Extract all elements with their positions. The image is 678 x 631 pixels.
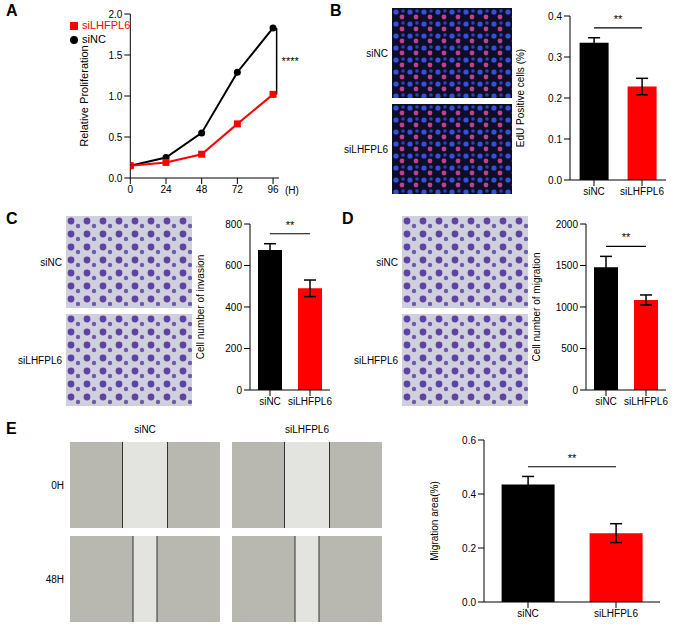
svg-text:****: **** xyxy=(282,55,300,67)
svg-text:0.4: 0.4 xyxy=(462,489,476,500)
svg-text:1.5: 1.5 xyxy=(108,50,122,61)
svg-text:0.4: 0.4 xyxy=(548,11,562,22)
svg-text:(H): (H) xyxy=(285,185,299,196)
svg-text:24: 24 xyxy=(160,184,172,195)
svg-text:siNC: siNC xyxy=(583,186,605,197)
svg-text:200: 200 xyxy=(225,343,242,354)
svg-text:72: 72 xyxy=(232,184,244,195)
svg-text:2.0: 2.0 xyxy=(108,9,122,20)
html-text:0H: 0H xyxy=(51,479,64,491)
svg-text:1500: 1500 xyxy=(556,260,579,271)
html-text:siNC: siNC xyxy=(40,256,62,268)
svg-text:0: 0 xyxy=(236,385,242,396)
svg-text:0: 0 xyxy=(572,385,578,396)
svg-text:Cell number of migration: Cell number of migration xyxy=(532,253,542,362)
svg-text:0.3: 0.3 xyxy=(548,52,562,63)
svg-text:siLHFPL6: siLHFPL6 xyxy=(620,186,664,197)
svg-text:siNC: siNC xyxy=(595,396,617,407)
svg-text:0.6: 0.6 xyxy=(462,435,476,446)
svg-text:Migration area(%): Migration area(%) xyxy=(430,481,440,560)
svg-text:**: ** xyxy=(568,452,577,464)
html-text:A: A xyxy=(6,2,18,19)
html-text:siNC: siNC xyxy=(134,424,156,435)
svg-text:800: 800 xyxy=(225,219,242,230)
svg-text:0.0: 0.0 xyxy=(108,173,122,184)
svg-text:siLHFPL6: siLHFPL6 xyxy=(624,396,668,407)
svg-text:**: ** xyxy=(622,231,631,243)
svg-text:siLHFPL6: siLHFPL6 xyxy=(594,608,638,619)
svg-text:siNC: siNC xyxy=(259,396,281,407)
svg-text:0.1: 0.1 xyxy=(548,134,562,145)
html-text:siLHFPL6: siLHFPL6 xyxy=(18,354,62,366)
svg-text:Relative Proliferation: Relative Proliferation xyxy=(78,45,90,147)
html-text:E: E xyxy=(6,420,17,437)
svg-text:0.0: 0.0 xyxy=(548,175,562,186)
svg-text:Cell number of invasion: Cell number of invasion xyxy=(196,255,206,360)
svg-text:0.0: 0.0 xyxy=(462,597,476,608)
svg-text:**: ** xyxy=(286,219,295,231)
svg-text:48: 48 xyxy=(196,184,208,195)
html-text:48H: 48H xyxy=(45,573,64,585)
svg-text:siNC: siNC xyxy=(517,608,539,619)
svg-text:2000: 2000 xyxy=(556,219,579,230)
html-text:siLHFPL6: siLHFPL6 xyxy=(354,354,398,366)
html-text:B: B xyxy=(330,2,342,19)
svg-text:0: 0 xyxy=(128,184,134,195)
svg-text:EdU Positive cells (%): EdU Positive cells (%) xyxy=(516,49,526,147)
html-text:siNC: siNC xyxy=(366,47,388,59)
html-text:siLHFPL6: siLHFPL6 xyxy=(82,19,131,31)
svg-text:0.5: 0.5 xyxy=(108,132,122,143)
html-text:siNC: siNC xyxy=(376,256,398,268)
svg-text:500: 500 xyxy=(561,343,578,354)
svg-text:**: ** xyxy=(614,13,623,25)
html-text:D: D xyxy=(342,210,354,227)
svg-text:0.2: 0.2 xyxy=(462,543,476,554)
svg-text:0.2: 0.2 xyxy=(548,93,562,104)
svg-text:96: 96 xyxy=(267,184,279,195)
svg-text:400: 400 xyxy=(225,302,242,313)
html-text:C: C xyxy=(6,210,18,227)
svg-text:600: 600 xyxy=(225,260,242,271)
html-text:siLHFPL6: siLHFPL6 xyxy=(344,143,388,155)
html-text:siNC: siNC xyxy=(82,33,106,45)
html-text:siLHFPL6: siLHFPL6 xyxy=(285,424,329,435)
svg-text:siLHFPL6: siLHFPL6 xyxy=(288,396,332,407)
svg-text:1.0: 1.0 xyxy=(108,91,122,102)
svg-text:1000: 1000 xyxy=(556,302,579,313)
